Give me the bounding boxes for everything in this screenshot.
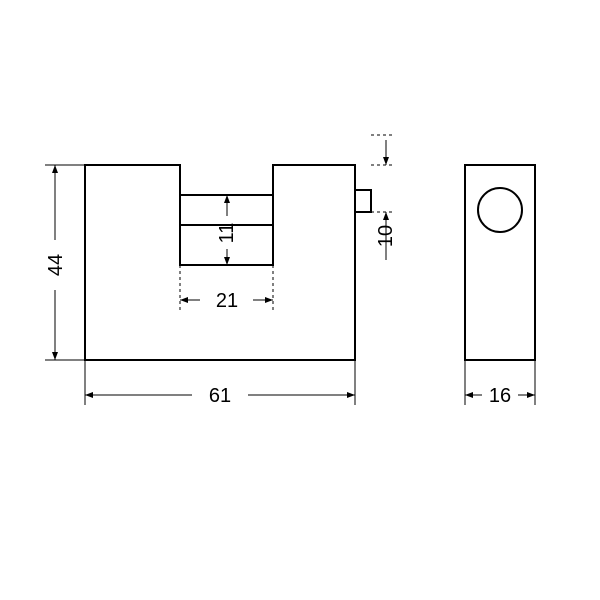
dim-44-label: 44: [45, 254, 67, 276]
dim-11: 11: [216, 195, 238, 265]
dim-44: 44: [45, 165, 85, 360]
dim-16-label: 16: [489, 385, 511, 407]
side-outline: [465, 165, 535, 360]
dim-21-label: 21: [216, 290, 238, 312]
dim-10: 10: [371, 135, 397, 260]
side-view: [465, 165, 535, 360]
dim-21: 21: [180, 265, 273, 312]
front-view: [85, 165, 371, 360]
dimensions: 61 44 21 11: [45, 135, 535, 407]
dim-16: 16: [465, 360, 535, 407]
dimension-drawing: 61 44 21 11: [0, 0, 600, 600]
side-hole: [478, 188, 522, 232]
dim-11-label: 11: [216, 223, 238, 244]
dim-10-label: 10: [375, 225, 397, 247]
dim-61: 61: [85, 360, 355, 407]
dim-61-label: 61: [209, 385, 231, 407]
side-tab: [355, 190, 371, 212]
